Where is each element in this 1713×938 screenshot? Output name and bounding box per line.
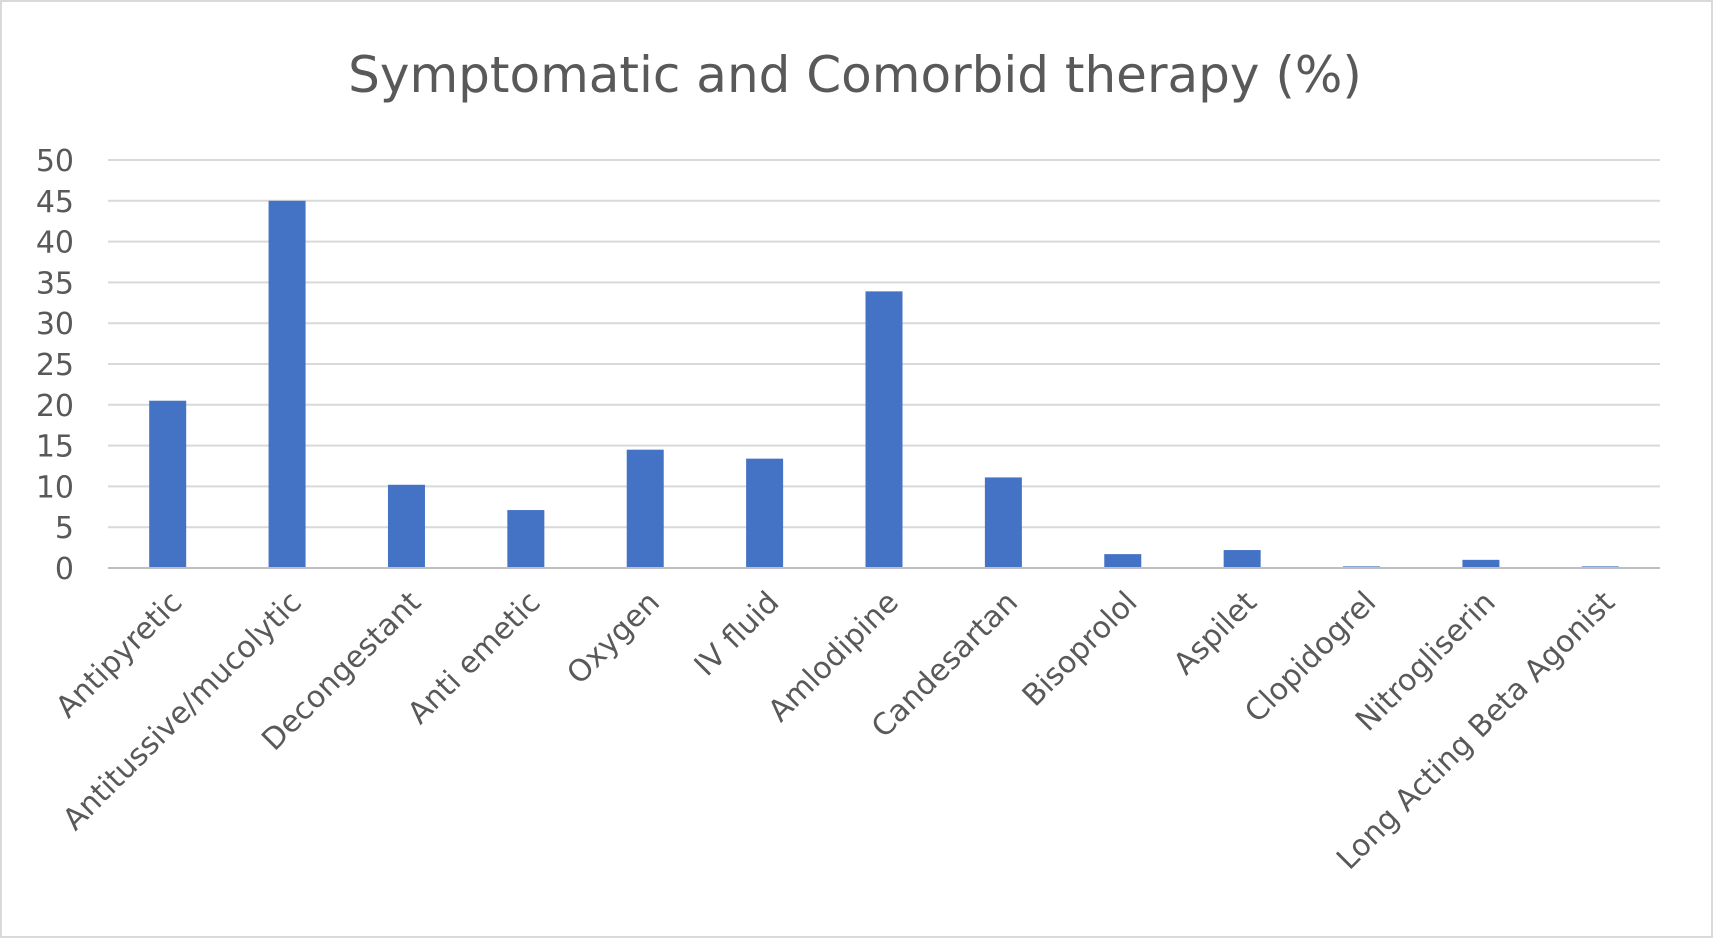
y-tick-label: 50	[36, 144, 74, 179]
y-tick-label: 15	[36, 430, 74, 465]
x-tick-label: Aspilet	[1167, 585, 1264, 682]
bar	[746, 458, 784, 568]
x-tick-label: Oxygen	[560, 585, 667, 692]
bar	[1104, 554, 1142, 568]
y-tick-label: 35	[36, 266, 74, 301]
x-tick-label: Bisoprolol	[1016, 585, 1145, 714]
x-tick-label: Antitussive/mucolytic	[56, 585, 309, 838]
bar	[1223, 550, 1261, 568]
y-tick-label: 25	[36, 348, 74, 383]
y-tick-label: 45	[36, 185, 74, 220]
bar	[1462, 559, 1500, 568]
bar	[507, 510, 545, 568]
bar	[865, 291, 903, 568]
y-tick-label: 20	[36, 389, 74, 424]
bar	[387, 484, 425, 568]
bar	[626, 449, 664, 568]
y-tick-label: 5	[55, 511, 74, 546]
y-tick-label: 40	[36, 226, 74, 261]
x-tick-label: IV fluid	[688, 585, 786, 683]
chart-title: Symptomatic and Comorbid therapy (%)	[348, 46, 1362, 104]
y-tick-label: 10	[36, 470, 74, 505]
y-tick-label: 30	[36, 307, 74, 342]
bar	[149, 400, 187, 568]
x-axis-tick-labels: AntipyreticAntitussive/mucolyticDeconges…	[49, 585, 1622, 877]
bars	[149, 200, 1619, 569]
bar	[268, 200, 306, 569]
y-tick-label: 0	[55, 552, 74, 587]
y-axis-tick-labels: 0 5 10 15 20 25 30 35 40 45 50	[36, 144, 74, 587]
bar	[984, 477, 1022, 568]
